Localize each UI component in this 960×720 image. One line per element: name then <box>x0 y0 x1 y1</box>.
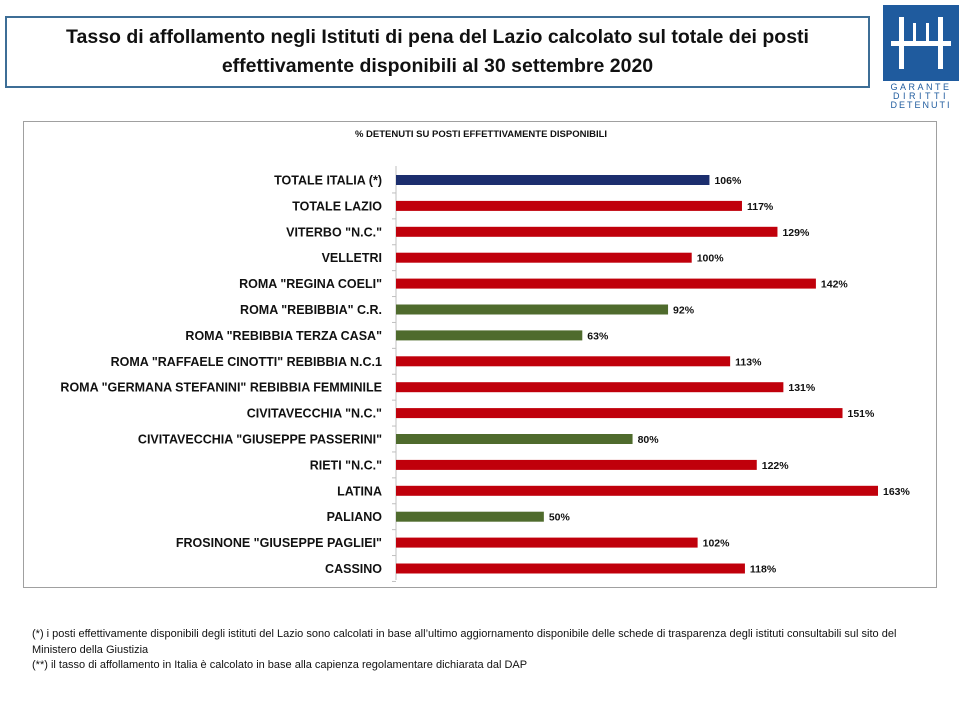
bar <box>396 304 669 315</box>
bar <box>396 563 745 574</box>
category-label: VELLETRI <box>322 251 382 265</box>
data-label: 122% <box>762 460 790 472</box>
data-label: 92% <box>673 305 695 317</box>
title-box: Tasso di affollamento negli Istituti di … <box>5 16 870 88</box>
data-label: 102% <box>703 538 731 550</box>
garante-logo: GARANTE DIRITTI DETENUTI <box>883 5 959 109</box>
data-label: 151% <box>848 408 876 420</box>
title-line-1: Tasso di affollamento negli Istituti di … <box>66 26 809 48</box>
category-label: ROMA "RAFFAELE CINOTTI" REBIBBIA N.C.1 <box>111 355 382 369</box>
bar <box>396 200 742 211</box>
category-label: CASSINO <box>325 562 382 576</box>
bar <box>396 330 583 341</box>
bar <box>396 382 784 393</box>
data-label: 63% <box>587 330 609 342</box>
bar <box>396 175 710 185</box>
data-label: 50% <box>549 512 571 524</box>
logo-text-line2: DIRITTI <box>893 91 949 101</box>
category-label: ROMA "GERMANA STEFANINI" REBIBBIA FEMMIN… <box>60 381 382 395</box>
bar <box>396 459 757 470</box>
footnote-2: (**) il tasso di affollamento in Italia … <box>32 659 528 671</box>
bar <box>396 226 778 237</box>
data-label: 142% <box>821 279 849 291</box>
logo-text-line3: DETENUTI <box>891 100 952 109</box>
bar <box>396 408 843 419</box>
data-label: 113% <box>735 356 762 368</box>
category-label: ROMA "REBIBBIA TERZA CASA" <box>185 329 382 343</box>
data-label: 100% <box>697 253 725 265</box>
category-label: VITERBO "N.C." <box>286 225 382 239</box>
category-label: RIETI "N.C." <box>310 458 382 472</box>
data-label: 106% <box>714 175 742 187</box>
bar <box>396 356 731 367</box>
data-label: 118% <box>750 564 777 576</box>
category-label: LATINA <box>337 484 382 498</box>
footnotes: (*) i posti effettivamente disponibili d… <box>32 627 932 674</box>
category-label: TOTALE ITALIA (*) <box>274 174 382 188</box>
bar <box>396 434 633 444</box>
category-label: CIVITAVECCHIA "GIUSEPPE PASSERINI" <box>138 433 382 447</box>
category-label: ROMA "REBIBBIA" C.R. <box>240 303 382 317</box>
category-label: CIVITAVECCHIA "N.C." <box>247 407 382 421</box>
category-label: TOTALE LAZIO <box>292 199 382 213</box>
bar <box>396 537 698 548</box>
logo-text-line1: GARANTE <box>890 82 951 92</box>
footnote-1: (*) i posti effettivamente disponibili d… <box>32 628 897 656</box>
chart-title: % DETENUTI SU POSTI EFFETTIVAMENTE DISPO… <box>355 129 607 140</box>
data-label: 131% <box>788 382 816 394</box>
category-label: PALIANO <box>327 510 383 524</box>
page-title: Tasso di affollamento negli Istituti di … <box>46 23 829 81</box>
bar <box>396 485 878 496</box>
category-label: ROMA "REGINA COELI" <box>239 277 382 291</box>
data-label: 163% <box>883 486 911 498</box>
data-label: 129% <box>782 227 810 239</box>
bar <box>396 278 816 289</box>
category-label: FROSINONE "GIUSEPPE PAGLIEI" <box>176 536 382 550</box>
bar <box>396 252 692 263</box>
title-line-2: effettivamente disponibili al 30 settemb… <box>221 55 654 77</box>
bar <box>396 511 544 522</box>
data-label: 117% <box>747 201 774 213</box>
chart-area: % DETENUTI SU POSTI EFFETTIVAMENTE DISPO… <box>23 121 937 588</box>
data-label: 80% <box>638 434 660 446</box>
bar-chart: % DETENUTI SU POSTI EFFETTIVAMENTE DISPO… <box>60 129 911 582</box>
